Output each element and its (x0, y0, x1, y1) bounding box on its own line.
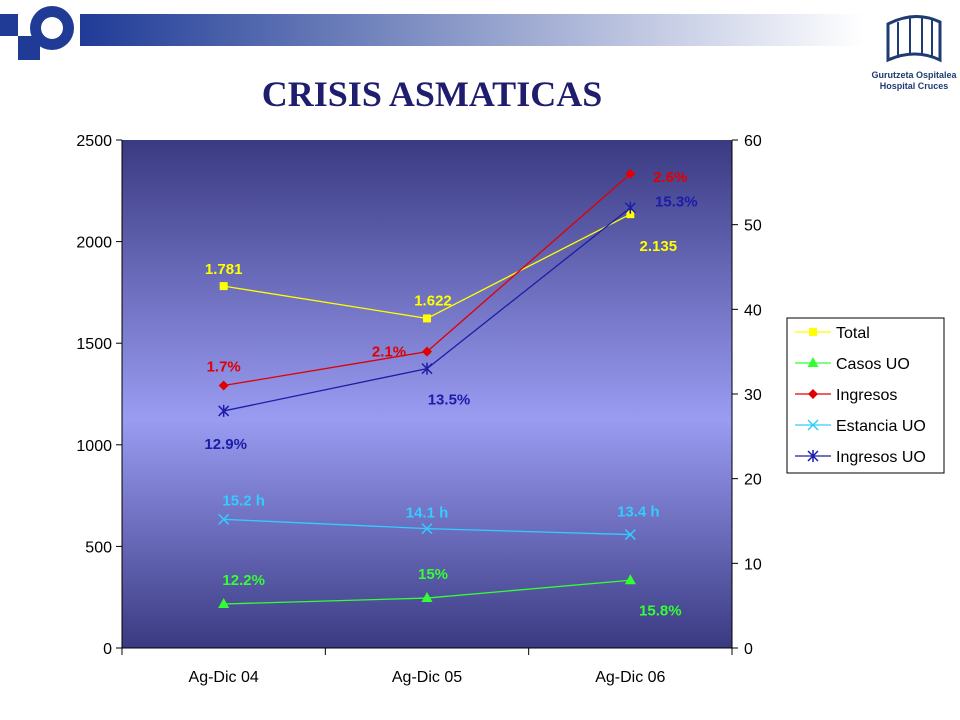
data-label: 15% (418, 566, 448, 583)
data-point-estancia-uo (421, 523, 433, 535)
data-point-total (626, 210, 635, 219)
data-label: 13.5% (428, 392, 471, 409)
series-markers (218, 168, 636, 608)
data-point-estancia-uo (624, 529, 636, 541)
data-point-ingresos-uo (624, 201, 636, 214)
legend-label: Total (836, 325, 870, 342)
right-tick-label: 40 (744, 302, 762, 319)
right-tick-label: 0 (744, 641, 753, 658)
data-point-total (219, 282, 228, 291)
left-tick-label: 0 (103, 641, 112, 658)
left-tick-label: 1500 (76, 336, 112, 353)
data-labels: 1.781 1.622 2.135 12.2% 15% 15.8% 1.7% 2.1% 2.6%… (204, 169, 697, 619)
header-logo-left (0, 6, 74, 60)
plot-area (122, 140, 732, 648)
left-tick-label: 500 (85, 539, 112, 556)
data-point-ingresos (422, 346, 432, 357)
left-tick-label: 1000 (76, 438, 112, 455)
legend-swatch-marker (808, 389, 818, 399)
x-tick-label: Ag-Dic 06 (595, 669, 665, 686)
logo-text-line2: Hospital Cruces (880, 81, 949, 91)
data-point-casos-uo (218, 597, 230, 608)
legend-item: Total (795, 325, 870, 342)
chart-title: CRISIS ASMATICAS (262, 74, 602, 114)
legend-item: Casos UO (795, 356, 910, 373)
right-tick-label: 50 (744, 218, 762, 235)
right-tick-label: 10 (744, 556, 762, 573)
legend-label: Ingresos (836, 387, 897, 404)
legend-label: Ingresos UO (836, 449, 926, 466)
legend-swatch-marker (807, 419, 819, 431)
hospital-logo: Gurutzeta Ospitalea Hospital Cruces (871, 15, 958, 91)
logo-text-line1: Gurutzeta Ospitalea (871, 70, 957, 80)
x-tick-label: Ag-Dic 05 (392, 669, 462, 686)
data-point-estancia-uo (218, 513, 230, 525)
data-label: 12.9% (204, 436, 247, 453)
x-tick-label: Ag-Dic 04 (189, 669, 259, 686)
axes: 0 500 1000 1500 2000 2500 0 10 20 30 40 50 60 Ag-Dic … (76, 133, 761, 686)
right-tick-label: 30 (744, 387, 762, 404)
data-point-ingresos-uo (218, 404, 230, 417)
data-label: 12.2% (222, 572, 265, 589)
data-label: 2.1% (372, 344, 406, 361)
right-tick-label: 20 (744, 472, 762, 489)
legend-label: Casos UO (836, 356, 910, 373)
data-point-casos-uo (624, 574, 636, 585)
data-label: 1.7% (207, 359, 241, 376)
data-label: 2.135 (640, 238, 678, 255)
data-label: 15.3% (655, 194, 698, 211)
data-point-casos-uo (421, 592, 433, 603)
legend-item: Ingresos (795, 387, 897, 404)
data-point-total (423, 314, 431, 323)
legend-item: Ingresos UO (795, 449, 926, 466)
legend-swatch-marker (807, 450, 819, 462)
left-tick-label: 2500 (76, 133, 112, 150)
header-gradient-bar (80, 14, 865, 46)
legend-label: Estancia UO (836, 418, 926, 435)
data-label: 1.781 (205, 261, 243, 278)
legend-swatch-marker (807, 357, 819, 367)
data-point-ingresos (218, 380, 229, 391)
data-point-ingresos (625, 168, 636, 179)
data-label: 13.4 h (617, 504, 660, 521)
legend-swatch-marker (809, 328, 817, 336)
data-label: 14.1 h (406, 505, 449, 522)
data-label: 1.622 (414, 292, 452, 309)
data-label: 15.2 h (222, 492, 265, 509)
left-tick-label: 2000 (76, 235, 112, 252)
right-tick-label: 60 (744, 133, 762, 150)
legend: Total Casos UO Ingresos Estancia UO Ingresos… (786, 317, 945, 474)
data-point-ingresos-uo (421, 362, 433, 375)
data-label: 2.6% (653, 169, 687, 186)
data-label: 15.8% (639, 602, 682, 619)
legend-item: Estancia UO (795, 418, 926, 435)
